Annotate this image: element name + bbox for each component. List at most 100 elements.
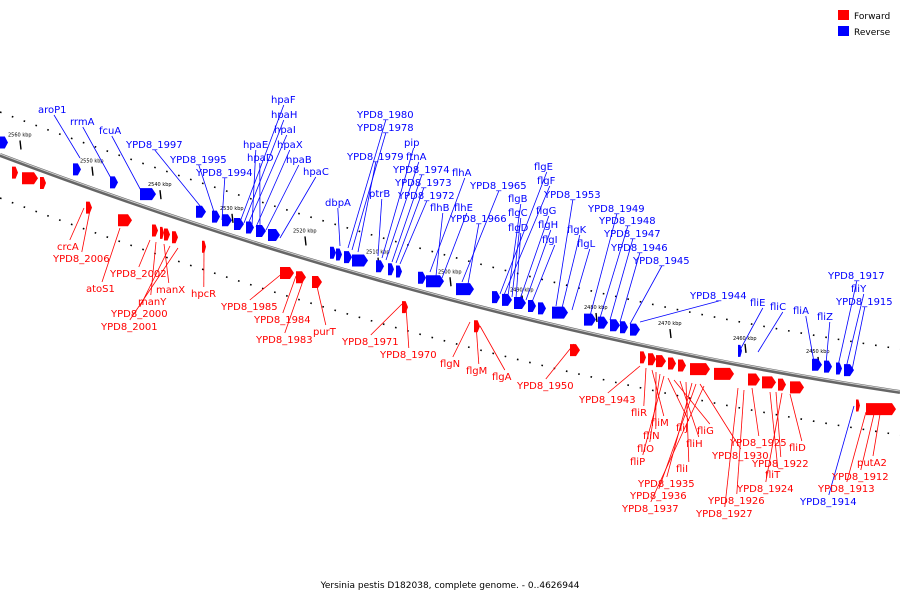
- gene-label[interactable]: flgI: [542, 235, 558, 246]
- gene-label[interactable]: hpaI: [274, 125, 296, 136]
- gene-label[interactable]: hpaF: [271, 95, 296, 106]
- gene-label[interactable]: YPD8_1937: [621, 504, 679, 515]
- gene-label[interactable]: YPD8_1935: [637, 479, 695, 490]
- label-leader-line: [337, 207, 341, 247]
- gene-label[interactable]: fliJ: [676, 423, 688, 434]
- gene-label[interactable]: YPD8_1972: [397, 191, 455, 202]
- gene-label[interactable]: YPD8_1985: [220, 302, 278, 313]
- gene-label[interactable]: manY: [138, 297, 167, 308]
- gene-label[interactable]: YPD8_1973: [394, 178, 452, 189]
- gene-label[interactable]: YPD8_1983: [255, 335, 313, 346]
- gene-label[interactable]: flgF: [537, 176, 556, 187]
- gene-label[interactable]: YPD8_1965: [469, 181, 527, 192]
- gene-label[interactable]: YPD8_1997: [125, 140, 183, 151]
- gene-label[interactable]: YPD8_1971: [341, 337, 399, 348]
- gene-label[interactable]: YPD8_1953: [543, 190, 601, 201]
- gene-label[interactable]: flhE: [454, 203, 473, 214]
- gene-label[interactable]: fliG: [697, 426, 714, 437]
- gene-label[interactable]: flhA: [452, 168, 472, 179]
- gene-label[interactable]: flgN: [440, 359, 460, 370]
- gene-label[interactable]: atoS1: [86, 284, 115, 295]
- reverse-gene-arrow: [812, 358, 822, 371]
- gene-label[interactable]: YPD8_1930: [711, 451, 769, 462]
- gene-label[interactable]: fliE: [750, 298, 765, 309]
- gene-label[interactable]: flgH: [538, 220, 558, 231]
- gene-label[interactable]: fliY: [851, 284, 867, 295]
- gene-label[interactable]: rrmA: [70, 117, 95, 128]
- gene-label[interactable]: YPD8_1984: [253, 315, 311, 326]
- gene-label[interactable]: YPD8_1974: [392, 165, 450, 176]
- gene-label[interactable]: YPD8_1979: [346, 152, 404, 163]
- gene-label[interactable]: YPD8_1970: [379, 350, 437, 361]
- gene-label[interactable]: fliD: [789, 443, 806, 454]
- gene-label[interactable]: YPD8_1994: [195, 168, 253, 179]
- gene-label[interactable]: YPD8_1943: [578, 395, 636, 406]
- gene-label[interactable]: YPD8_1946: [610, 243, 668, 254]
- gene-label[interactable]: YPD8_1926: [707, 496, 765, 507]
- gene-label[interactable]: fliZ: [817, 312, 833, 323]
- gene-label[interactable]: fliM: [651, 418, 669, 429]
- gene-label[interactable]: hpaD: [247, 153, 274, 164]
- gene-label[interactable]: YPD8_1927: [695, 509, 753, 520]
- gene-label[interactable]: YPD8_1924: [736, 484, 794, 495]
- gene-label[interactable]: YPD8_1917: [827, 271, 885, 282]
- gene-label[interactable]: YPD8_1922: [751, 459, 809, 470]
- gene-label[interactable]: fliA: [793, 306, 809, 317]
- gene-label[interactable]: YPD8_1980: [356, 110, 414, 121]
- gene-label[interactable]: crcA: [57, 242, 79, 253]
- gene-label[interactable]: YPD8_1944: [689, 291, 747, 302]
- gene-label[interactable]: flgL: [577, 239, 596, 250]
- gene-label[interactable]: flgA: [492, 372, 512, 383]
- gene-label[interactable]: YPD8_1914: [799, 497, 857, 508]
- gene-label[interactable]: YPD8_1966: [449, 214, 507, 225]
- gene-label[interactable]: ftnA: [406, 152, 427, 163]
- gene-label[interactable]: YPD8_2000: [110, 309, 168, 320]
- gene-label[interactable]: YPD8_1945: [632, 256, 690, 267]
- gene-label[interactable]: YPD8_1978: [356, 123, 414, 134]
- gene-label[interactable]: hpaB: [286, 155, 312, 166]
- gene-label[interactable]: flhB: [430, 203, 450, 214]
- gene-label[interactable]: flgE: [534, 162, 553, 173]
- gene-label[interactable]: YPD8_1913: [817, 484, 875, 495]
- gene-label[interactable]: hpcR: [191, 289, 216, 300]
- gene-label[interactable]: YPD8_2001: [100, 322, 158, 333]
- gene-label[interactable]: flgM: [466, 366, 487, 377]
- gene-label[interactable]: hpaE: [243, 140, 268, 151]
- gene-label[interactable]: YPD8_1936: [629, 491, 687, 502]
- gene-label[interactable]: dbpA: [325, 198, 351, 209]
- gene-label[interactable]: fliH: [686, 439, 703, 450]
- gene-label[interactable]: fliC: [770, 302, 786, 313]
- gene-label[interactable]: flgD: [508, 223, 529, 234]
- gene-label[interactable]: YPD8_1912: [831, 472, 889, 483]
- gene-label[interactable]: purT: [313, 327, 337, 338]
- gene-label[interactable]: flgC: [508, 208, 528, 219]
- gene-label[interactable]: flgG: [536, 206, 556, 217]
- gene-label[interactable]: hpaH: [271, 110, 297, 121]
- gene-label[interactable]: YPD8_1915: [835, 297, 893, 308]
- gene-label[interactable]: ptrB: [369, 189, 390, 200]
- gene-label[interactable]: fliT: [765, 470, 781, 481]
- gene-label[interactable]: YPD8_1947: [603, 229, 661, 240]
- gene-label[interactable]: aroP1: [38, 105, 67, 116]
- gene-label[interactable]: fliO: [637, 444, 654, 455]
- gene-label[interactable]: YPD8_2002: [109, 269, 167, 280]
- gene-label[interactable]: YPD8_1950: [516, 381, 574, 392]
- gene-label[interactable]: flgK: [567, 225, 587, 236]
- gene-label[interactable]: YPD8_1949: [587, 204, 645, 215]
- gene-label[interactable]: manX: [156, 285, 185, 296]
- gene-label[interactable]: pip: [404, 138, 419, 149]
- gene-label[interactable]: fliR: [631, 408, 647, 419]
- gene-label[interactable]: hpaX: [277, 140, 303, 151]
- gene-label[interactable]: fcuA: [99, 126, 121, 137]
- gene-label[interactable]: putA2: [857, 458, 887, 469]
- gene-label[interactable]: flgB: [508, 194, 528, 205]
- gene-label[interactable]: fliN: [643, 431, 660, 442]
- gene-label[interactable]: YPD8_1948: [598, 216, 656, 227]
- gene-label[interactable]: YPD8_1995: [169, 155, 227, 166]
- gene-label[interactable]: hpaC: [303, 167, 329, 178]
- gene-label[interactable]: fliP: [630, 457, 645, 468]
- label-leader-line: [111, 135, 146, 199]
- gene-label[interactable]: fliI: [676, 464, 688, 475]
- gene-label[interactable]: YPD8_1925: [729, 438, 787, 449]
- gene-label[interactable]: YPD8_2006: [52, 254, 110, 265]
